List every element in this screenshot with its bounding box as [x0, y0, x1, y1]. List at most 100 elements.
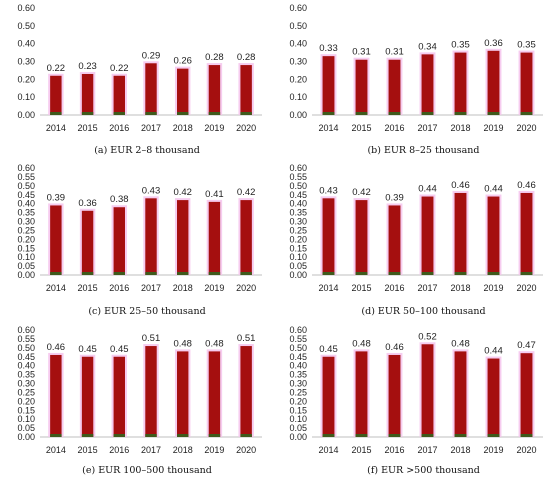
- bar-base: [145, 272, 157, 275]
- y-tick-label: 0.05: [289, 423, 307, 433]
- bar-2014: [322, 356, 335, 437]
- y-tick-label: 0.60: [17, 3, 35, 13]
- bar-base: [421, 112, 434, 115]
- data-label: 0.45: [78, 344, 97, 355]
- bar-2014: [322, 56, 335, 115]
- y-tick-label: 0.00: [17, 270, 35, 280]
- bar-2017: [421, 54, 434, 115]
- y-tick-label: 0.30: [17, 57, 35, 67]
- bar-base: [487, 272, 500, 275]
- data-label: 0.45: [110, 344, 129, 355]
- y-tick-label: 0.20: [17, 396, 35, 406]
- y-tick-label: 0.45: [289, 190, 307, 200]
- x-tick-label: 2020: [236, 283, 256, 293]
- x-tick-label: 2018: [173, 445, 193, 455]
- bar-2018: [177, 351, 189, 437]
- data-label: 0.33: [319, 43, 338, 54]
- bar-base: [355, 112, 368, 115]
- bar-base: [421, 434, 434, 437]
- x-tick-label: 2017: [141, 123, 161, 133]
- bar-2017: [421, 196, 434, 275]
- bar-base: [208, 112, 221, 115]
- y-tick-label: 0.05: [17, 261, 35, 271]
- bar-2015: [355, 200, 368, 275]
- y-tick-label: 0.50: [289, 21, 307, 31]
- bar-base: [421, 272, 434, 275]
- data-label: 0.26: [173, 56, 192, 67]
- bar-base: [81, 434, 94, 437]
- bar-base: [81, 112, 94, 115]
- data-label: 0.43: [142, 185, 161, 196]
- bar-2017: [145, 346, 157, 437]
- bar-base: [145, 112, 157, 115]
- y-tick-label: 0.50: [17, 21, 35, 31]
- data-label: 0.46: [517, 180, 536, 191]
- y-tick-label: 0.20: [289, 234, 307, 244]
- bar-2015: [355, 351, 368, 437]
- x-tick-label: 2020: [516, 283, 536, 293]
- data-label: 0.29: [142, 50, 161, 61]
- bar-2020: [240, 65, 252, 115]
- x-tick-label: 2018: [173, 123, 193, 133]
- x-tick-label: 2016: [109, 283, 129, 293]
- bar-base: [487, 112, 500, 115]
- x-tick-label: 2015: [78, 445, 98, 455]
- chart-panel: 0.000.050.100.150.200.250.300.350.400.45…: [17, 163, 262, 317]
- chart-panel: 0.00 0.10 0.20 0.30 0.40 0.50 0.60 0.22 2014 0.23…: [17, 3, 262, 156]
- bar-2016: [113, 75, 125, 115]
- bar-base: [208, 272, 221, 275]
- y-tick-label: 0.60: [289, 325, 307, 335]
- y-tick-label: 0.40: [289, 361, 307, 371]
- data-label: 0.43: [319, 185, 338, 196]
- x-tick-label: 2018: [450, 123, 470, 133]
- bar-base: [454, 112, 467, 115]
- bar-base: [487, 434, 500, 437]
- x-tick-label: 2020: [236, 123, 256, 133]
- bar-base: [240, 434, 252, 437]
- y-tick-label: 0.50: [289, 181, 307, 191]
- y-tick-label: 0.00: [289, 432, 307, 442]
- x-tick-label: 2019: [204, 123, 224, 133]
- bar-base: [520, 272, 533, 275]
- chart-caption: (d) EUR 50–100 thousand: [361, 306, 485, 317]
- y-tick-label: 0.15: [17, 243, 35, 253]
- x-tick-label: 2019: [204, 283, 224, 293]
- data-label: 0.51: [142, 333, 161, 344]
- bar-2014: [50, 354, 62, 437]
- x-tick-label: 2014: [318, 445, 338, 455]
- data-label: 0.22: [110, 63, 129, 74]
- bar-2020: [240, 346, 252, 437]
- data-label: 0.39: [385, 192, 404, 203]
- data-label: 0.52: [418, 331, 437, 342]
- y-tick-label: 0.00: [17, 432, 35, 442]
- bar-2019: [487, 196, 500, 275]
- data-label: 0.35: [451, 40, 470, 51]
- bar-base: [81, 272, 94, 275]
- bar-2019: [208, 351, 221, 437]
- y-tick-label: 0.60: [17, 325, 35, 335]
- y-tick-label: 0.15: [289, 405, 307, 415]
- data-label: 0.28: [237, 52, 256, 63]
- y-tick-label: 0.55: [17, 334, 35, 344]
- data-label: 0.48: [451, 338, 470, 349]
- y-tick-label: 0.30: [17, 379, 35, 389]
- y-tick-label: 0.00: [289, 110, 307, 120]
- x-tick-label: 2015: [351, 123, 371, 133]
- data-label: 0.36: [78, 198, 97, 209]
- data-label: 0.38: [110, 194, 129, 205]
- bar-base: [520, 434, 533, 437]
- bar-base: [454, 272, 467, 275]
- y-tick-label: 0.45: [289, 352, 307, 362]
- data-label: 0.34: [418, 41, 437, 52]
- x-tick-label: 2016: [109, 123, 129, 133]
- bar-base: [388, 434, 401, 437]
- y-tick-label: 0.35: [289, 208, 307, 218]
- data-label: 0.48: [352, 338, 371, 349]
- data-label: 0.28: [205, 52, 224, 63]
- chart-caption: (c) EUR 25–50 thousand: [88, 306, 205, 317]
- x-tick-label: 2016: [384, 445, 404, 455]
- data-label: 0.44: [484, 346, 503, 357]
- x-tick-label: 2020: [516, 123, 536, 133]
- data-label: 0.45: [319, 344, 338, 355]
- data-label: 0.48: [173, 338, 192, 349]
